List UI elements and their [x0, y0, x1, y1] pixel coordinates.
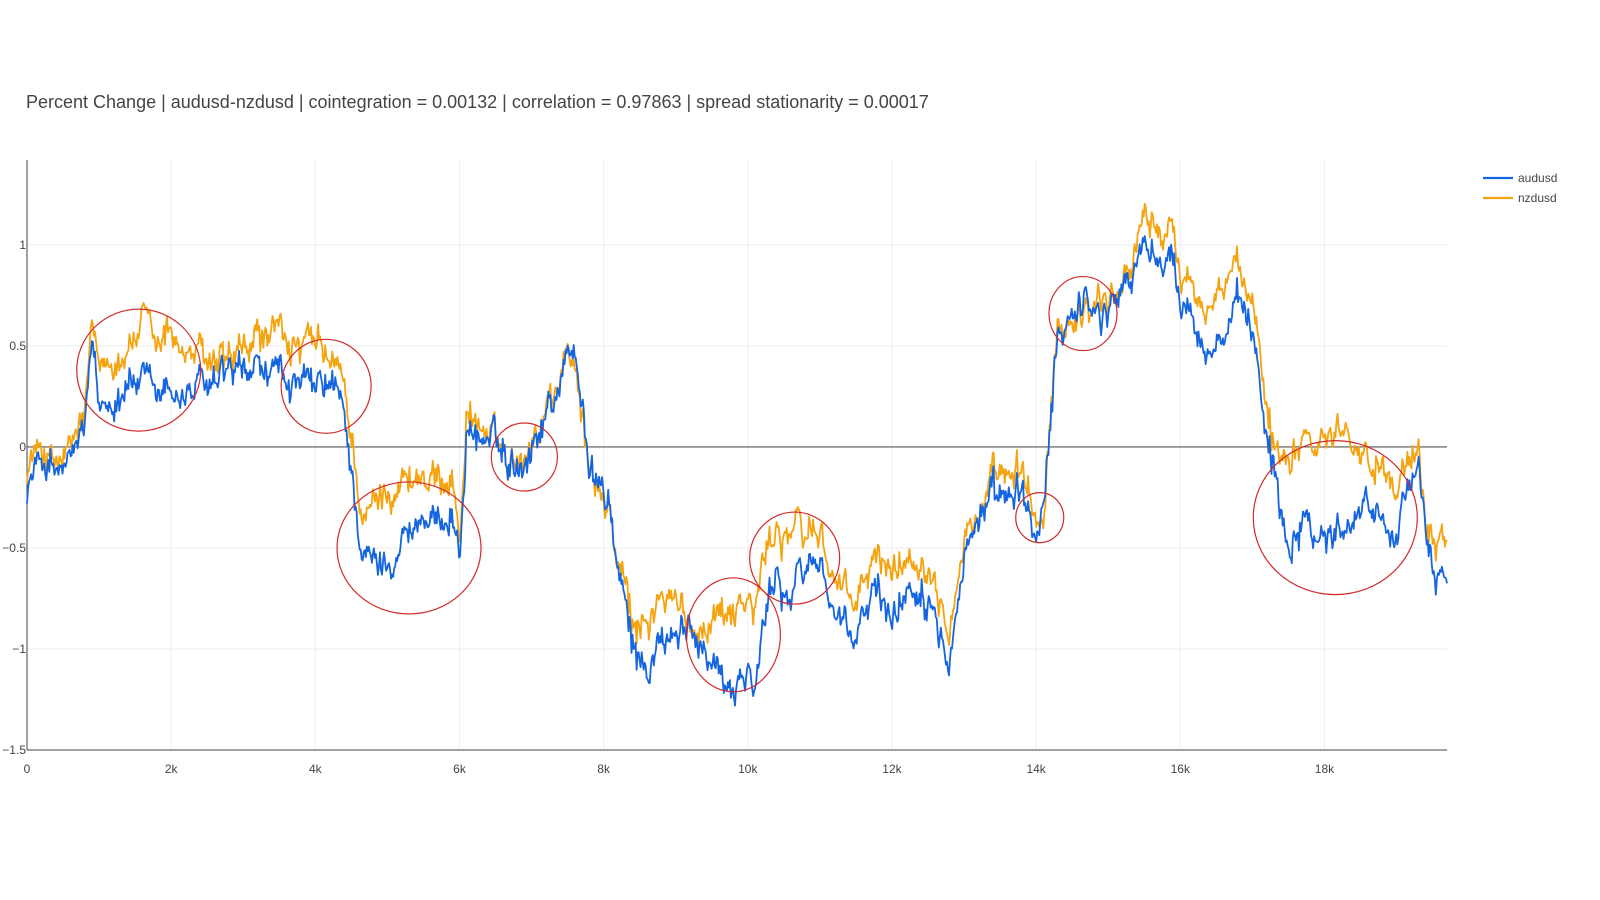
x-tick-label: 10k: [738, 762, 758, 776]
x-tick-label: 0: [24, 762, 31, 776]
x-tick-label: 6k: [453, 762, 467, 776]
legend[interactable]: audusd nzdusd: [1483, 171, 1557, 205]
annotation-circle: [1252, 440, 1418, 596]
grid: [27, 160, 1447, 751]
annotation-layer: [76, 275, 1418, 693]
x-tick-label: 16k: [1171, 762, 1191, 776]
tick-layer: 0 2k 4k 6k 8k 10k 12k 14k 16k 18k 1 0.5 0 −0.5 −1 −1.5: [2, 238, 1335, 776]
y-tick-label: 1: [19, 238, 26, 252]
y-tick-label: −0.5: [2, 541, 26, 555]
legend-label: audusd: [1518, 171, 1557, 185]
series-line-audusd: [26, 235, 1448, 707]
annotation-circle: [685, 577, 781, 693]
y-tick-label: 0.5: [9, 339, 26, 353]
legend-item-nzdusd[interactable]: nzdusd: [1483, 191, 1557, 205]
x-tick-label: 2k: [165, 762, 179, 776]
annotation-circle: [1015, 492, 1065, 544]
x-tick-label: 18k: [1315, 762, 1335, 776]
x-tick-label: 14k: [1026, 762, 1046, 776]
series-line-nzdusd: [26, 202, 1448, 647]
annotation-circle: [490, 422, 558, 492]
y-tick-label: −1: [12, 642, 26, 656]
legend-label: nzdusd: [1518, 191, 1557, 205]
y-tick-label: 0: [19, 440, 26, 454]
x-tick-label: 8k: [597, 762, 611, 776]
annotation-circle: [336, 481, 482, 615]
annotation-circle: [1048, 275, 1118, 352]
x-tick-label: 4k: [309, 762, 323, 776]
chart-title: Percent Change | audusd-nzdusd | cointeg…: [26, 92, 929, 112]
annotation-circle: [76, 308, 202, 432]
annotation-circle: [749, 511, 841, 605]
series-layer: [26, 202, 1448, 707]
x-tick-label: 12k: [882, 762, 902, 776]
annotation-circle: [280, 338, 372, 434]
legend-item-audusd[interactable]: audusd: [1483, 171, 1557, 185]
y-tick-label: −1.5: [2, 743, 26, 757]
